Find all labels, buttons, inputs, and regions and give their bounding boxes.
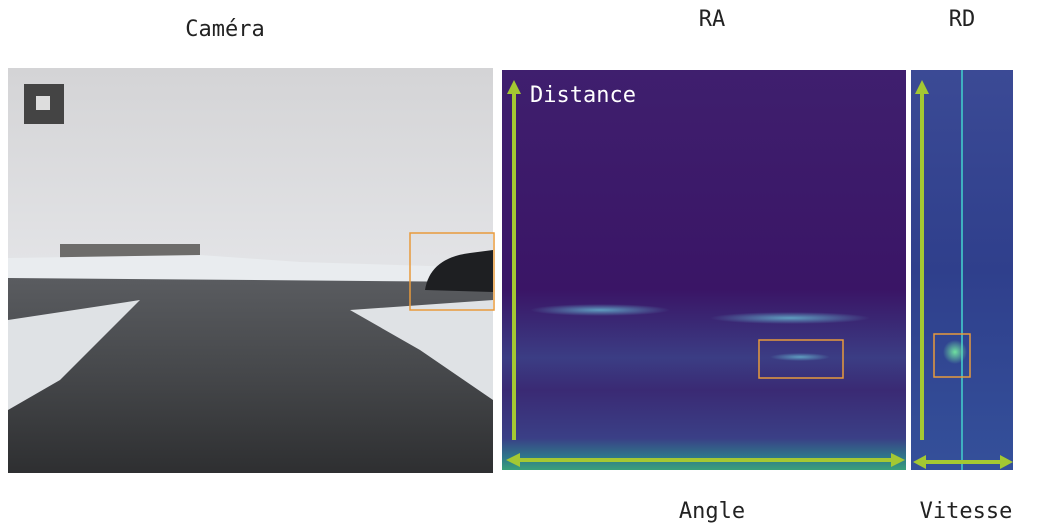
ra-detection-box [758, 339, 844, 379]
ra-axes [506, 80, 905, 467]
rd-echo [943, 340, 967, 364]
snow-left [8, 300, 140, 410]
ra-echo [770, 353, 830, 361]
angle-label: Angle [679, 499, 745, 524]
road [8, 278, 493, 473]
arrow-head [891, 453, 905, 467]
detection-box [409, 232, 495, 311]
ra-background [502, 70, 906, 470]
camera-title: Caméra [185, 17, 264, 42]
snow-right [350, 300, 493, 400]
car [425, 250, 493, 292]
rd-detection-box [933, 333, 971, 378]
rd-title: RD [949, 7, 976, 32]
velocity-label: Vitesse [920, 499, 1013, 524]
arrow-head [507, 80, 521, 94]
arrow-head [1000, 455, 1013, 469]
rd-map [911, 70, 1013, 470]
ra-map: Distance [502, 70, 906, 470]
arrow-head [913, 455, 926, 469]
arrow-head [506, 453, 520, 467]
camera-image [8, 68, 495, 473]
logo-inner [36, 96, 50, 110]
arrow-head [915, 80, 929, 94]
ra-echo [710, 312, 870, 324]
ra-title: RA [699, 7, 726, 32]
distance-label: Distance [530, 83, 636, 108]
rd-axes [913, 80, 1013, 469]
ra-echo [530, 304, 670, 316]
